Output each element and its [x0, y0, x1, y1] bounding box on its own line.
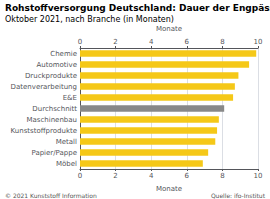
svg-text:6: 6 — [185, 38, 190, 46]
svg-text:Möbel: Möbel — [56, 160, 77, 168]
svg-text:0: 0 — [78, 172, 82, 180]
svg-text:Druckprodukte: Druckprodukte — [25, 72, 77, 80]
svg-text:Monate: Monate — [156, 185, 182, 193]
svg-text:Quelle: ifo-Institut: Quelle: ifo-Institut — [211, 192, 266, 199]
svg-text:© 2021 Kunststoff Information: © 2021 Kunststoff Information — [5, 192, 97, 199]
svg-text:4: 4 — [149, 172, 154, 180]
svg-text:Chemie: Chemie — [50, 50, 77, 58]
svg-text:Durchschnitt: Durchschnitt — [32, 105, 77, 113]
svg-text:10: 10 — [254, 38, 263, 46]
svg-text:Kunststoffprodukte: Kunststoffprodukte — [11, 127, 77, 135]
svg-text:2: 2 — [113, 38, 117, 46]
svg-text:Maschinenbau: Maschinenbau — [26, 116, 77, 124]
svg-text:Papier/Pappe: Papier/Pappe — [31, 149, 77, 157]
svg-text:4: 4 — [149, 38, 154, 46]
svg-text:0: 0 — [78, 38, 82, 46]
svg-text:10: 10 — [254, 172, 263, 180]
svg-text:E&E: E&E — [63, 94, 77, 102]
svg-text:8: 8 — [220, 172, 224, 180]
svg-text:6: 6 — [185, 172, 190, 180]
svg-text:Rohstoffversorgung Deutschland: Rohstoffversorgung Deutschland: Dauer de… — [5, 3, 270, 13]
svg-text:8: 8 — [220, 38, 224, 46]
svg-text:Oktober 2021, nach Branche (in: Oktober 2021, nach Branche (in Monaten) — [5, 15, 174, 24]
svg-text:Monate: Monate — [156, 25, 182, 33]
svg-text:Metall: Metall — [56, 138, 77, 146]
svg-text:Automotive: Automotive — [37, 61, 78, 69]
svg-text:Datenverarbeitung: Datenverarbeitung — [11, 83, 77, 91]
svg-text:2: 2 — [113, 172, 117, 180]
